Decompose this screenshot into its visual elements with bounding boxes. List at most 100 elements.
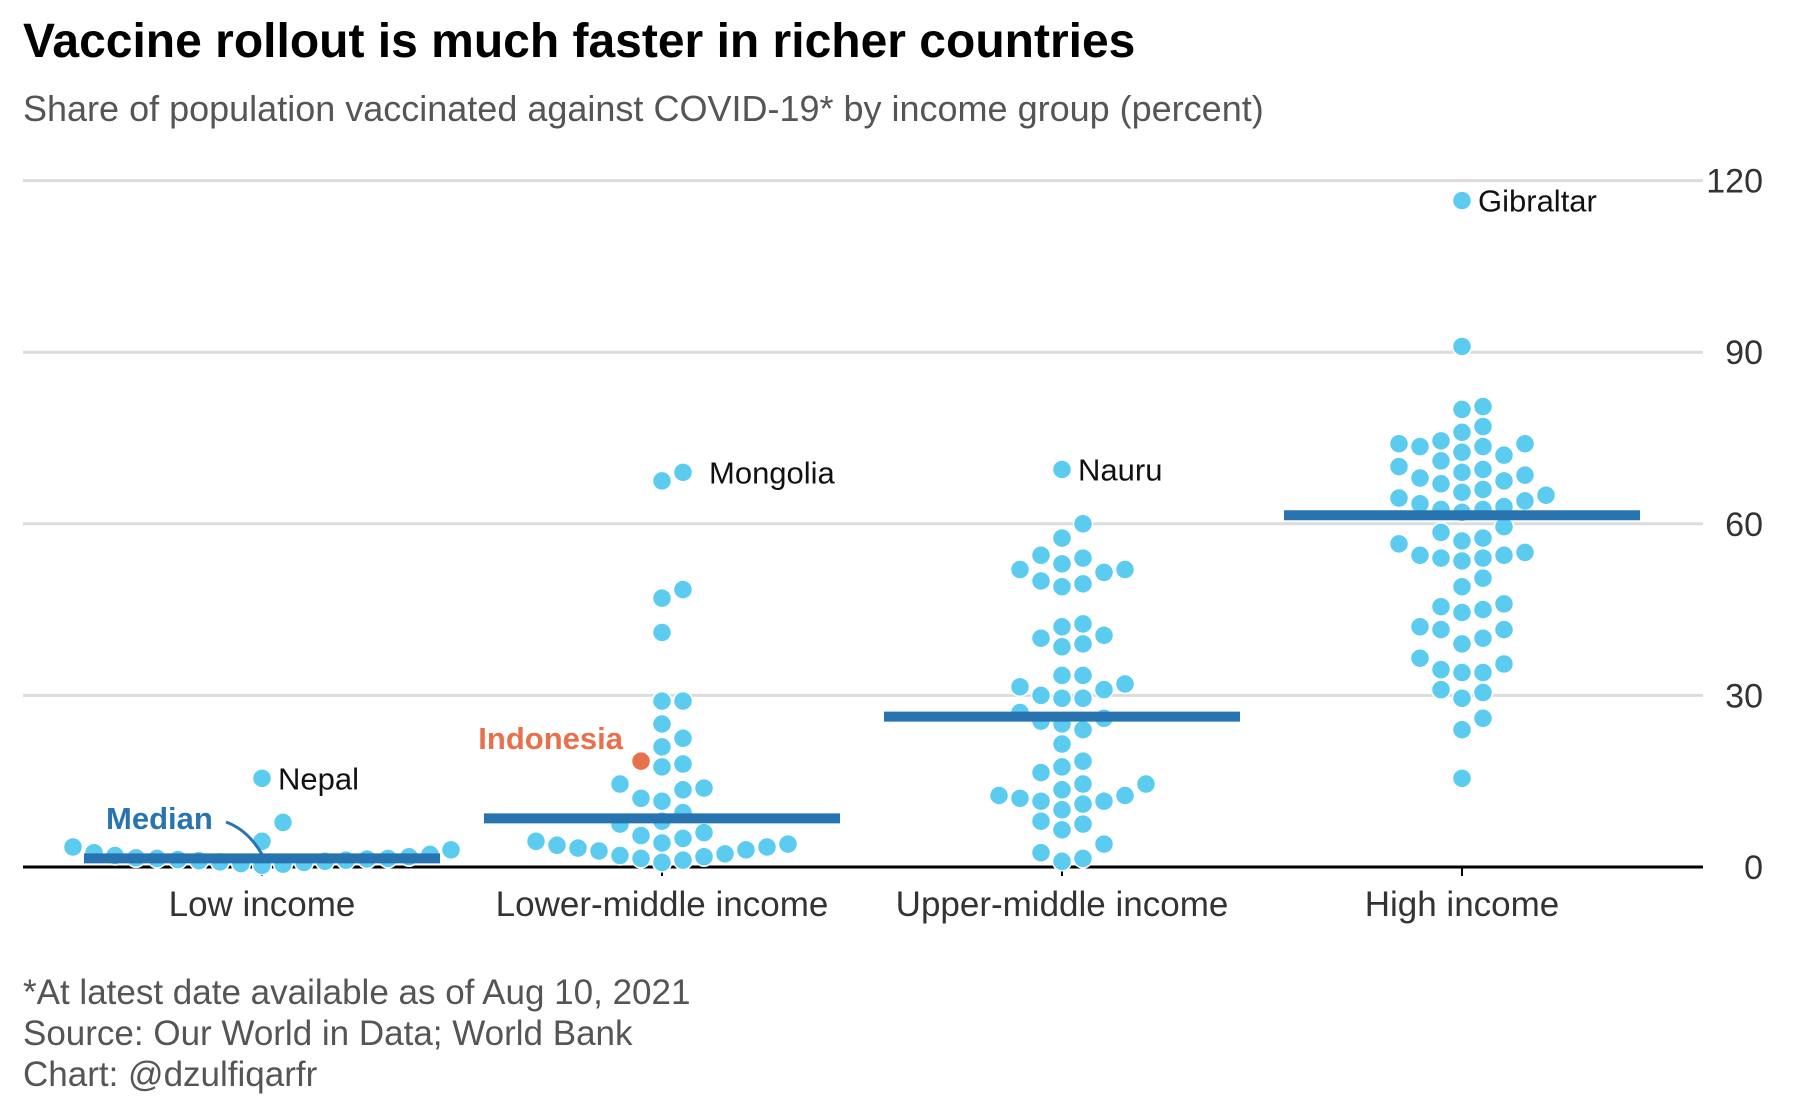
- data-point: [1072, 633, 1094, 655]
- data-point: [1051, 553, 1073, 575]
- data-point: [1472, 682, 1494, 703]
- data-point: [651, 790, 673, 812]
- data-point: [1472, 547, 1494, 569]
- data-point: [651, 470, 673, 492]
- data-point: [756, 836, 778, 858]
- data-point: [714, 843, 736, 865]
- data-point: [1430, 430, 1452, 452]
- data-point: [1114, 673, 1136, 695]
- x-tick-label: Low income: [169, 885, 356, 924]
- data-point: [1409, 436, 1431, 457]
- source-note: Source: Our World in Data; World Bank: [23, 1014, 633, 1053]
- y-tick-labels: 0 30 60 90 120: [1706, 163, 1763, 887]
- point-label: Indonesia: [478, 721, 623, 756]
- data-point: [1472, 527, 1494, 549]
- data-point: [672, 849, 694, 871]
- data-point: [630, 788, 652, 809]
- data-point: [1093, 790, 1115, 812]
- x-tick-label: High income: [1365, 885, 1560, 924]
- data-point: [1430, 450, 1452, 472]
- data-point: [1409, 647, 1431, 669]
- data-point: [1030, 810, 1052, 832]
- data-point: [1472, 627, 1494, 649]
- data-point: [1030, 627, 1052, 649]
- data-point: [672, 779, 694, 801]
- data-point: [1051, 665, 1073, 686]
- data-point: [1030, 685, 1052, 706]
- data-point: [693, 822, 715, 843]
- data-point: [1114, 785, 1136, 806]
- data-point: [546, 835, 568, 856]
- data-point: [651, 690, 673, 712]
- data-point: [1430, 596, 1452, 617]
- data-point: [1472, 708, 1494, 729]
- data-point: [1072, 719, 1094, 740]
- data-point: [1451, 662, 1473, 683]
- data-point: [1430, 473, 1452, 495]
- data-point: [1072, 665, 1094, 686]
- data-point: [251, 831, 273, 852]
- data-point: [567, 837, 589, 859]
- x-tick-label: Upper-middle income: [896, 885, 1229, 924]
- y-tick-label: 120: [1706, 163, 1763, 201]
- data-point: [672, 828, 694, 849]
- data-point: [693, 846, 715, 867]
- data-point: [1093, 679, 1115, 700]
- y-tick-label: 30: [1725, 677, 1763, 715]
- data-point: [1409, 616, 1431, 638]
- data-point: [672, 728, 694, 749]
- data-point: [1472, 396, 1494, 417]
- data-point: [525, 831, 547, 852]
- data-point: [588, 840, 610, 862]
- data-point: [651, 736, 673, 758]
- data-point: [1051, 527, 1073, 549]
- data-point: [1451, 462, 1473, 483]
- data-point: [1072, 848, 1094, 869]
- y-tick-label: 0: [1744, 849, 1763, 887]
- data-point: [651, 622, 673, 643]
- data-point: [440, 839, 462, 861]
- data-point: [1472, 416, 1494, 437]
- data-point: [651, 832, 673, 854]
- data-point: [1430, 522, 1452, 543]
- data-point: [1051, 616, 1073, 638]
- data-point: [672, 579, 694, 600]
- data-point: [1051, 779, 1073, 801]
- data-point: [1051, 799, 1073, 821]
- data-point: [651, 852, 673, 873]
- data-point: [1451, 550, 1473, 572]
- data-point: [672, 753, 694, 775]
- data-point: [1430, 619, 1452, 640]
- data-point: [1493, 545, 1515, 566]
- data-point: [1051, 688, 1073, 709]
- data-point: [1093, 625, 1115, 646]
- data-point: [1072, 547, 1094, 569]
- data-point: [1472, 599, 1494, 620]
- data-point: [251, 768, 273, 789]
- data-point: [62, 836, 84, 858]
- data-point: [1093, 833, 1115, 855]
- data-point: [609, 845, 631, 866]
- data-point: [1072, 773, 1094, 795]
- data-point: [1514, 433, 1536, 454]
- data-point: [630, 848, 652, 869]
- data-point: [651, 756, 673, 778]
- data-point: [609, 773, 631, 795]
- point-label: Nepal: [278, 761, 359, 796]
- data-point: [1072, 813, 1094, 835]
- chart-title: Vaccine rollout is much faster in richer…: [23, 15, 1136, 68]
- data-point: [272, 812, 294, 833]
- data-point: [1009, 788, 1031, 809]
- data-point: [1030, 570, 1052, 592]
- grid-lines: [23, 179, 1703, 697]
- data-point: [1451, 482, 1473, 503]
- data-point: [1472, 459, 1494, 480]
- data-point: [693, 777, 715, 799]
- data-point: [1135, 773, 1157, 795]
- data-point: [1493, 444, 1515, 466]
- data-point: [1051, 459, 1073, 480]
- data-point: [1493, 653, 1515, 675]
- data-point: [1009, 559, 1031, 580]
- data-point: [1472, 567, 1494, 589]
